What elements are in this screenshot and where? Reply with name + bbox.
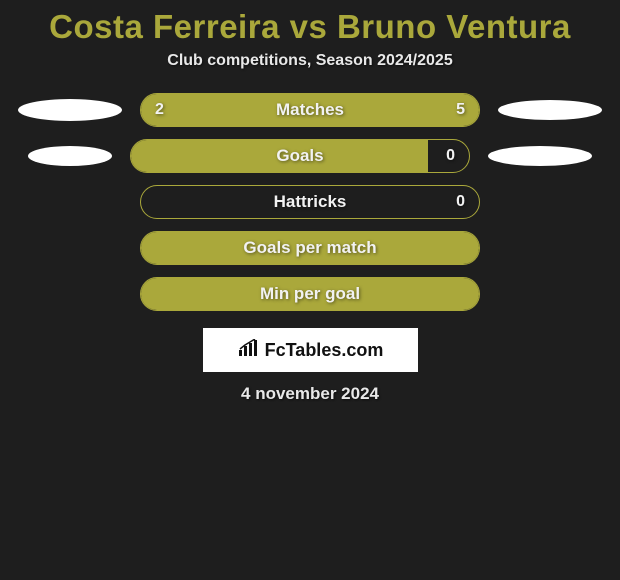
date-text: 4 november 2024: [0, 384, 620, 404]
stat-row: Matches2 5: [0, 92, 620, 128]
stat-value-right: 5: [456, 101, 465, 119]
page-title: Costa Ferreira vs Bruno Ventura: [0, 0, 620, 52]
stat-label: Goals: [131, 146, 469, 166]
stat-bar: Hattricks0: [140, 185, 480, 219]
stat-row: Min per goal: [0, 276, 620, 312]
stat-label: Matches: [141, 100, 479, 120]
right-ellipse: [498, 100, 602, 120]
logo-text: FcTables.com: [265, 340, 384, 361]
stat-row: Goals per match: [0, 230, 620, 266]
stat-row: Goals0: [0, 138, 620, 174]
stat-bar: Matches2 5: [140, 93, 480, 127]
stat-value-right: 0: [456, 193, 465, 211]
left-ellipse: [28, 146, 112, 166]
stat-bar: Goals per match: [140, 231, 480, 265]
chart-icon: [237, 339, 259, 362]
left-ellipse: [18, 99, 122, 121]
subtitle: Club competitions, Season 2024/2025: [0, 52, 620, 70]
comparison-rows: Matches25Goals0Hattricks0Goals per match…: [0, 92, 620, 312]
stat-bar: Min per goal: [140, 277, 480, 311]
stat-bar: Goals0: [130, 139, 470, 173]
stat-value-right: 0: [446, 147, 455, 165]
right-ellipse: [488, 146, 592, 166]
stat-label: Goals per match: [141, 238, 479, 258]
stat-label: Min per goal: [141, 284, 479, 304]
stat-row: Hattricks0: [0, 184, 620, 220]
stat-value-left: 2: [155, 101, 164, 119]
source-logo: FcTables.com: [203, 328, 418, 372]
stat-label: Hattricks: [141, 192, 479, 212]
